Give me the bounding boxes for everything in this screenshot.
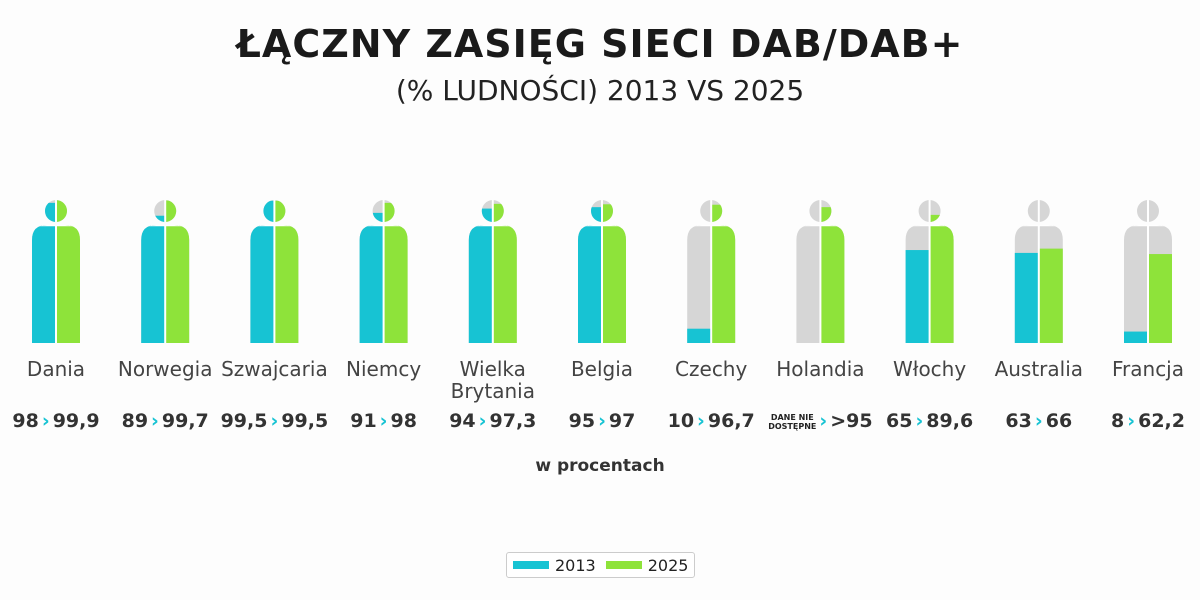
value-2013: 63 (1005, 410, 1032, 432)
country-label: Wielka Brytania (450, 357, 535, 403)
country-label: Niemcy (346, 357, 422, 381)
value-label: 10 › 96,7 (651, 410, 771, 432)
arrow-icon: › (1127, 410, 1136, 432)
country-label: Szwajcaria (221, 357, 328, 381)
bar-2025 (383, 202, 408, 343)
value-2025: 98 (390, 410, 417, 432)
arrow-icon: › (819, 410, 828, 432)
arrow-icon: › (379, 410, 388, 432)
bar-2025 (929, 214, 954, 343)
person-figure (796, 200, 845, 343)
bar-2025 (165, 200, 190, 343)
legend-item-2013: 2013 (513, 556, 596, 575)
bar-2013 (32, 202, 56, 343)
person-figure (905, 200, 954, 343)
value-2013: 8 (1111, 410, 1125, 432)
chart-subtitle: (% LUDNOŚCI) 2013 VS 2025 (395, 74, 805, 107)
bar-2013 (1124, 331, 1148, 343)
value-2025: 97 (608, 410, 636, 432)
arrow-icon: › (478, 410, 487, 432)
value-label: 94 › 97,3 (433, 410, 553, 432)
value-2013: 65 (886, 410, 913, 432)
value-2013: 98 (12, 410, 39, 432)
value-2025: 99,7 (161, 410, 209, 432)
value-label: 63 › 66 (979, 410, 1099, 432)
no-data-label: DANE NIE DOSTĘPNE (768, 412, 817, 431)
value-2013: 94 (449, 410, 476, 432)
value-2025: 99,5 (281, 410, 329, 432)
person-figure (250, 200, 299, 343)
value-2025: 97,3 (489, 410, 537, 432)
arrow-icon: › (41, 410, 50, 432)
person-figure (359, 200, 408, 343)
value-label: 95 › 97 (542, 410, 662, 432)
arrow-icon: › (151, 410, 159, 432)
legend-item-2025: 2025 (605, 555, 689, 575)
value-2013: 95 (568, 410, 596, 432)
value-2025: >95 (830, 410, 873, 432)
bar-2013 (905, 250, 930, 343)
value-label: 8 › 62,2 (1088, 410, 1200, 432)
bar-2013 (359, 212, 384, 343)
country-label: Włochy (892, 357, 967, 381)
bar-2013 (1014, 252, 1039, 343)
value-label: 99,5 › 99,5 (214, 410, 334, 432)
bar-2013 (578, 207, 602, 343)
value-label: 65 › 89,6 (870, 410, 990, 432)
person-figure (578, 200, 626, 343)
bar-2013 (141, 215, 166, 343)
person-figure (1124, 200, 1172, 343)
legend-label-2013: 2013 (555, 555, 596, 575)
value-label: 89 › 99,7 (105, 410, 225, 432)
person-figure (141, 200, 190, 343)
value-label: 98 › 99,9 (0, 410, 116, 432)
value-2013: 99,5 (220, 410, 268, 432)
value-2025: 99,9 (52, 410, 100, 432)
value-2013: 10 (667, 410, 695, 432)
person-figure (687, 200, 736, 343)
person-figure (468, 200, 517, 343)
bar-2025 (56, 200, 80, 343)
bar-2025 (1148, 254, 1172, 343)
legend-swatch-2013 (513, 561, 549, 569)
bar-2025 (1038, 248, 1063, 343)
country-label: Francja (1111, 357, 1184, 381)
legend-label-2025: 2025 (647, 555, 689, 575)
legend: 2013 2025 (506, 552, 696, 578)
arrow-icon: › (915, 410, 924, 432)
country-label: Dania (26, 357, 86, 381)
person-figure (1014, 200, 1063, 343)
value-label: DANE NIE DOSTĘPNE › >95 (760, 410, 880, 432)
bar-2025 (274, 200, 299, 343)
value-2025: 96,7 (707, 410, 755, 432)
country-label: Australia (994, 357, 1084, 381)
arrow-icon: › (598, 410, 606, 432)
country-label: Belgia (570, 357, 634, 381)
bar-2025 (820, 207, 845, 343)
chart-title: ŁĄCZNY ZASIĘG SIECI DAB/DAB+ (236, 22, 964, 66)
bar-2013 (250, 200, 275, 343)
bar-2013 (468, 208, 493, 343)
country-label: Holandia (776, 357, 865, 381)
arrow-icon: › (1034, 410, 1043, 432)
arrow-icon: › (697, 410, 705, 432)
value-2025: 89,6 (926, 410, 974, 432)
arrow-icon: › (270, 410, 279, 432)
value-2025: 62,2 (1138, 410, 1185, 432)
person-figure (32, 200, 80, 343)
country-label: Czechy (675, 357, 748, 381)
value-2013: 89 (121, 410, 149, 432)
value-label: 91 › 98 (324, 410, 444, 432)
country-label: Norwegia (117, 357, 213, 381)
legend-swatch-2025 (605, 561, 642, 569)
value-2013: 91 (350, 410, 377, 432)
unit-label: w procentach (535, 456, 665, 476)
value-2025: 66 (1045, 410, 1073, 432)
bar-2013 (687, 328, 712, 343)
